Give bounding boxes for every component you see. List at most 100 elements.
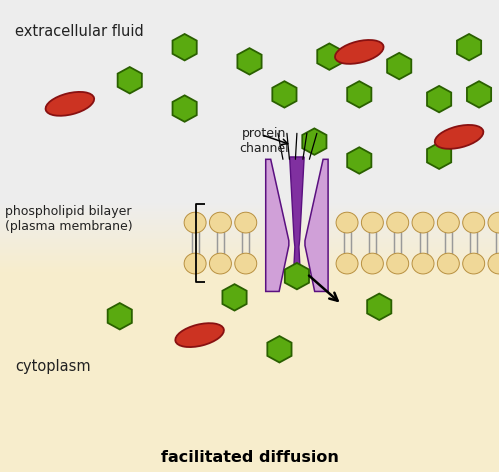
Bar: [0, 268, 499, 269]
Bar: [0, 99, 499, 101]
Bar: [0, 233, 499, 235]
Bar: [0, 142, 499, 143]
Bar: [0, 57, 499, 58]
Bar: [0, 189, 499, 190]
Bar: [0, 354, 499, 355]
Bar: [0, 216, 499, 217]
Bar: [0, 406, 499, 407]
Bar: [0, 291, 499, 293]
Bar: [0, 41, 499, 42]
Bar: [0, 211, 499, 212]
Bar: [0, 278, 499, 280]
Circle shape: [437, 253, 459, 274]
Bar: [0, 384, 499, 386]
Bar: [0, 340, 499, 341]
Bar: [0, 374, 499, 376]
Circle shape: [437, 212, 459, 233]
Bar: [0, 355, 499, 357]
Bar: [0, 282, 499, 283]
Bar: [0, 445, 499, 447]
Bar: [0, 392, 499, 393]
Bar: [0, 382, 499, 384]
Bar: [0, 58, 499, 60]
Circle shape: [336, 253, 358, 274]
Bar: [0, 32, 499, 33]
Bar: [0, 373, 499, 374]
Bar: [0, 112, 499, 113]
Bar: [0, 450, 499, 452]
Bar: [0, 378, 499, 379]
Bar: [0, 266, 499, 268]
Bar: [0, 118, 499, 119]
Bar: [0, 453, 499, 455]
Bar: [0, 212, 499, 214]
Ellipse shape: [435, 125, 484, 149]
Bar: [0, 200, 499, 202]
Bar: [0, 428, 499, 430]
Bar: [0, 329, 499, 330]
Bar: [0, 16, 499, 17]
Bar: [0, 363, 499, 365]
Bar: [0, 289, 499, 291]
Bar: [0, 467, 499, 469]
Bar: [0, 433, 499, 434]
Bar: [0, 9, 499, 11]
Bar: [0, 403, 499, 405]
Bar: [0, 203, 499, 204]
Bar: [0, 274, 499, 275]
Bar: [0, 65, 499, 66]
Bar: [0, 280, 499, 282]
Circle shape: [336, 212, 358, 233]
Bar: [0, 102, 499, 104]
Bar: [0, 156, 499, 157]
Polygon shape: [267, 336, 291, 362]
Bar: [0, 117, 499, 118]
Bar: [0, 395, 499, 396]
Bar: [0, 247, 499, 249]
Bar: [0, 79, 499, 80]
Bar: [0, 269, 499, 270]
Bar: [0, 124, 499, 126]
Bar: [0, 119, 499, 121]
Bar: [0, 359, 499, 360]
Bar: [0, 167, 499, 169]
Bar: [0, 258, 499, 260]
Ellipse shape: [45, 92, 94, 116]
Bar: [0, 214, 499, 216]
Bar: [0, 318, 499, 320]
Bar: [0, 236, 499, 237]
Bar: [0, 63, 499, 65]
Bar: [0, 17, 499, 19]
Bar: [0, 456, 499, 458]
Bar: [0, 223, 499, 225]
Bar: [0, 157, 499, 159]
Bar: [0, 423, 499, 425]
Bar: [0, 20, 499, 22]
Text: phospholipid bilayer
(plasma membrane): phospholipid bilayer (plasma membrane): [5, 205, 133, 234]
Bar: [0, 405, 499, 406]
Text: facilitated diffusion: facilitated diffusion: [161, 450, 338, 465]
Bar: [0, 51, 499, 52]
Bar: [0, 316, 499, 318]
Bar: [0, 310, 499, 312]
Bar: [0, 239, 499, 241]
Text: cytoplasm: cytoplasm: [15, 359, 91, 374]
Bar: [0, 252, 499, 253]
Bar: [0, 202, 499, 203]
Bar: [0, 11, 499, 13]
Bar: [0, 455, 499, 456]
Circle shape: [210, 253, 232, 274]
Bar: [0, 140, 499, 142]
Bar: [0, 206, 499, 208]
Bar: [0, 321, 499, 322]
Bar: [0, 288, 499, 289]
Bar: [0, 98, 499, 99]
Bar: [0, 109, 499, 110]
Bar: [0, 469, 499, 471]
Bar: [0, 426, 499, 428]
Bar: [0, 249, 499, 250]
Bar: [0, 185, 499, 187]
Bar: [0, 439, 499, 440]
Bar: [0, 327, 499, 329]
Bar: [0, 458, 499, 459]
